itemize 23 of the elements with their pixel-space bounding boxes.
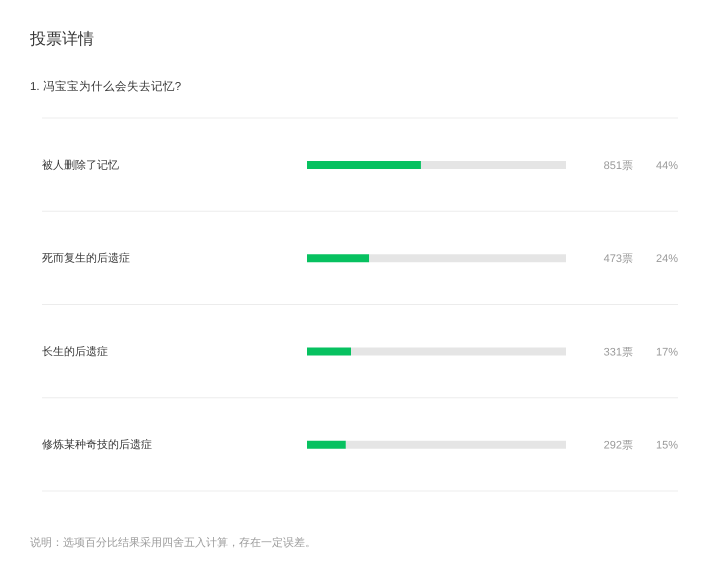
data-label: 17% <box>656 346 678 358</box>
y-tick-label: 死而复生的后遗症 <box>42 252 130 265</box>
y-tick-label: 被人删除了记忆 <box>42 158 119 172</box>
text: 851票 <box>604 160 633 172</box>
text: 投票详情 <box>30 31 94 48</box>
text: 说明：选项百分比结果采用四舍五入计算，存在一定误差。 <box>30 537 316 549</box>
data-label: 24% <box>656 253 678 266</box>
bar <box>351 348 566 356</box>
text: 1. 冯宝宝为什么会失去记忆? <box>30 81 182 93</box>
y-tick-label: 修炼某种奇技的后遗症 <box>42 438 152 452</box>
y-tick-label: 长生的后遗症 <box>42 344 108 358</box>
bar <box>307 161 421 169</box>
bar <box>346 440 566 449</box>
bar <box>420 161 566 169</box>
bar <box>369 254 566 262</box>
data-label: 44% <box>656 160 678 172</box>
text: 473票 <box>604 253 633 266</box>
bar <box>307 440 346 449</box>
data-label: 15% <box>656 440 678 452</box>
bar <box>307 348 352 356</box>
bar <box>307 254 370 262</box>
text: 331票 <box>604 346 633 358</box>
text: 292票 <box>604 440 633 452</box>
